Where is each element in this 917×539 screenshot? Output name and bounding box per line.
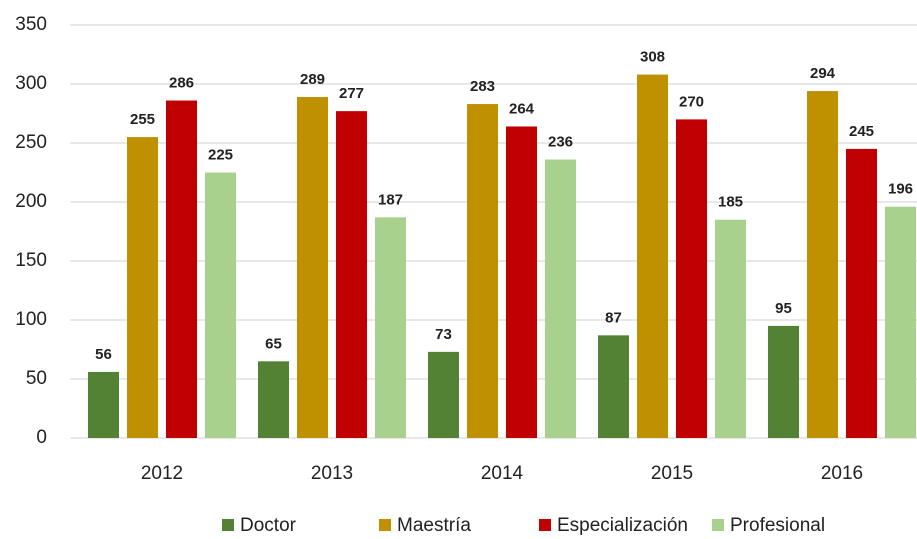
- value-label: 56: [95, 346, 112, 363]
- value-label: 255: [130, 111, 155, 128]
- value-label: 277: [339, 85, 364, 102]
- bar: [297, 96, 328, 438]
- y-tick-label: 0: [36, 427, 47, 448]
- legend-label: Doctor: [240, 515, 297, 536]
- x-tick-label: 2015: [651, 463, 693, 484]
- bar: [375, 217, 406, 438]
- legend-label: Profesional: [730, 515, 825, 536]
- value-label: 95: [775, 300, 792, 317]
- value-label: 245: [849, 123, 874, 140]
- value-label: 283: [470, 78, 495, 95]
- y-tick-label: 300: [15, 73, 47, 94]
- y-tick-label: 50: [26, 368, 47, 389]
- value-label: 65: [265, 335, 282, 352]
- x-tick-label: 2014: [481, 463, 524, 484]
- bar: [428, 351, 459, 438]
- value-label: 270: [679, 93, 704, 110]
- value-label: 236: [548, 133, 573, 150]
- bar: [598, 335, 629, 438]
- legend-label: Maestría: [397, 515, 471, 536]
- bar: [467, 104, 498, 438]
- value-label: 187: [378, 191, 403, 208]
- value-label: 264: [509, 100, 535, 117]
- value-label: 185: [718, 194, 743, 211]
- bar: [545, 159, 576, 438]
- legend-swatch: [712, 519, 724, 531]
- x-tick-label: 2012: [141, 463, 183, 484]
- y-tick-label: 250: [15, 132, 47, 153]
- bar: [88, 371, 119, 438]
- value-label: 196: [888, 181, 913, 198]
- bar: [166, 100, 197, 439]
- y-tick-label: 100: [15, 309, 47, 330]
- bar: [127, 137, 158, 438]
- value-label: 87: [605, 309, 622, 326]
- legend-label: Especialización: [557, 515, 688, 536]
- bar: [846, 148, 877, 438]
- y-tick-label: 200: [15, 191, 47, 212]
- y-tick-label: 150: [15, 250, 47, 271]
- legend-swatch: [379, 519, 391, 531]
- x-tick-label: 2013: [311, 463, 353, 484]
- y-tick-label: 350: [15, 14, 47, 35]
- bar: [205, 172, 236, 438]
- bar: [258, 361, 289, 438]
- bar: [885, 206, 916, 438]
- legend-swatch: [222, 519, 234, 531]
- bar: [506, 126, 537, 438]
- value-label: 73: [435, 326, 452, 343]
- value-label: 308: [640, 49, 665, 66]
- bar: [768, 325, 799, 438]
- bar: [676, 119, 707, 439]
- bar: [807, 91, 838, 438]
- bar: [336, 111, 367, 438]
- value-label: 289: [300, 71, 325, 88]
- value-label: 286: [169, 74, 194, 91]
- x-tick-label: 2016: [821, 463, 863, 484]
- bar: [715, 219, 746, 438]
- value-label: 294: [810, 65, 836, 82]
- value-label: 225: [208, 146, 233, 163]
- bar: [637, 74, 668, 438]
- legend-swatch: [539, 519, 551, 531]
